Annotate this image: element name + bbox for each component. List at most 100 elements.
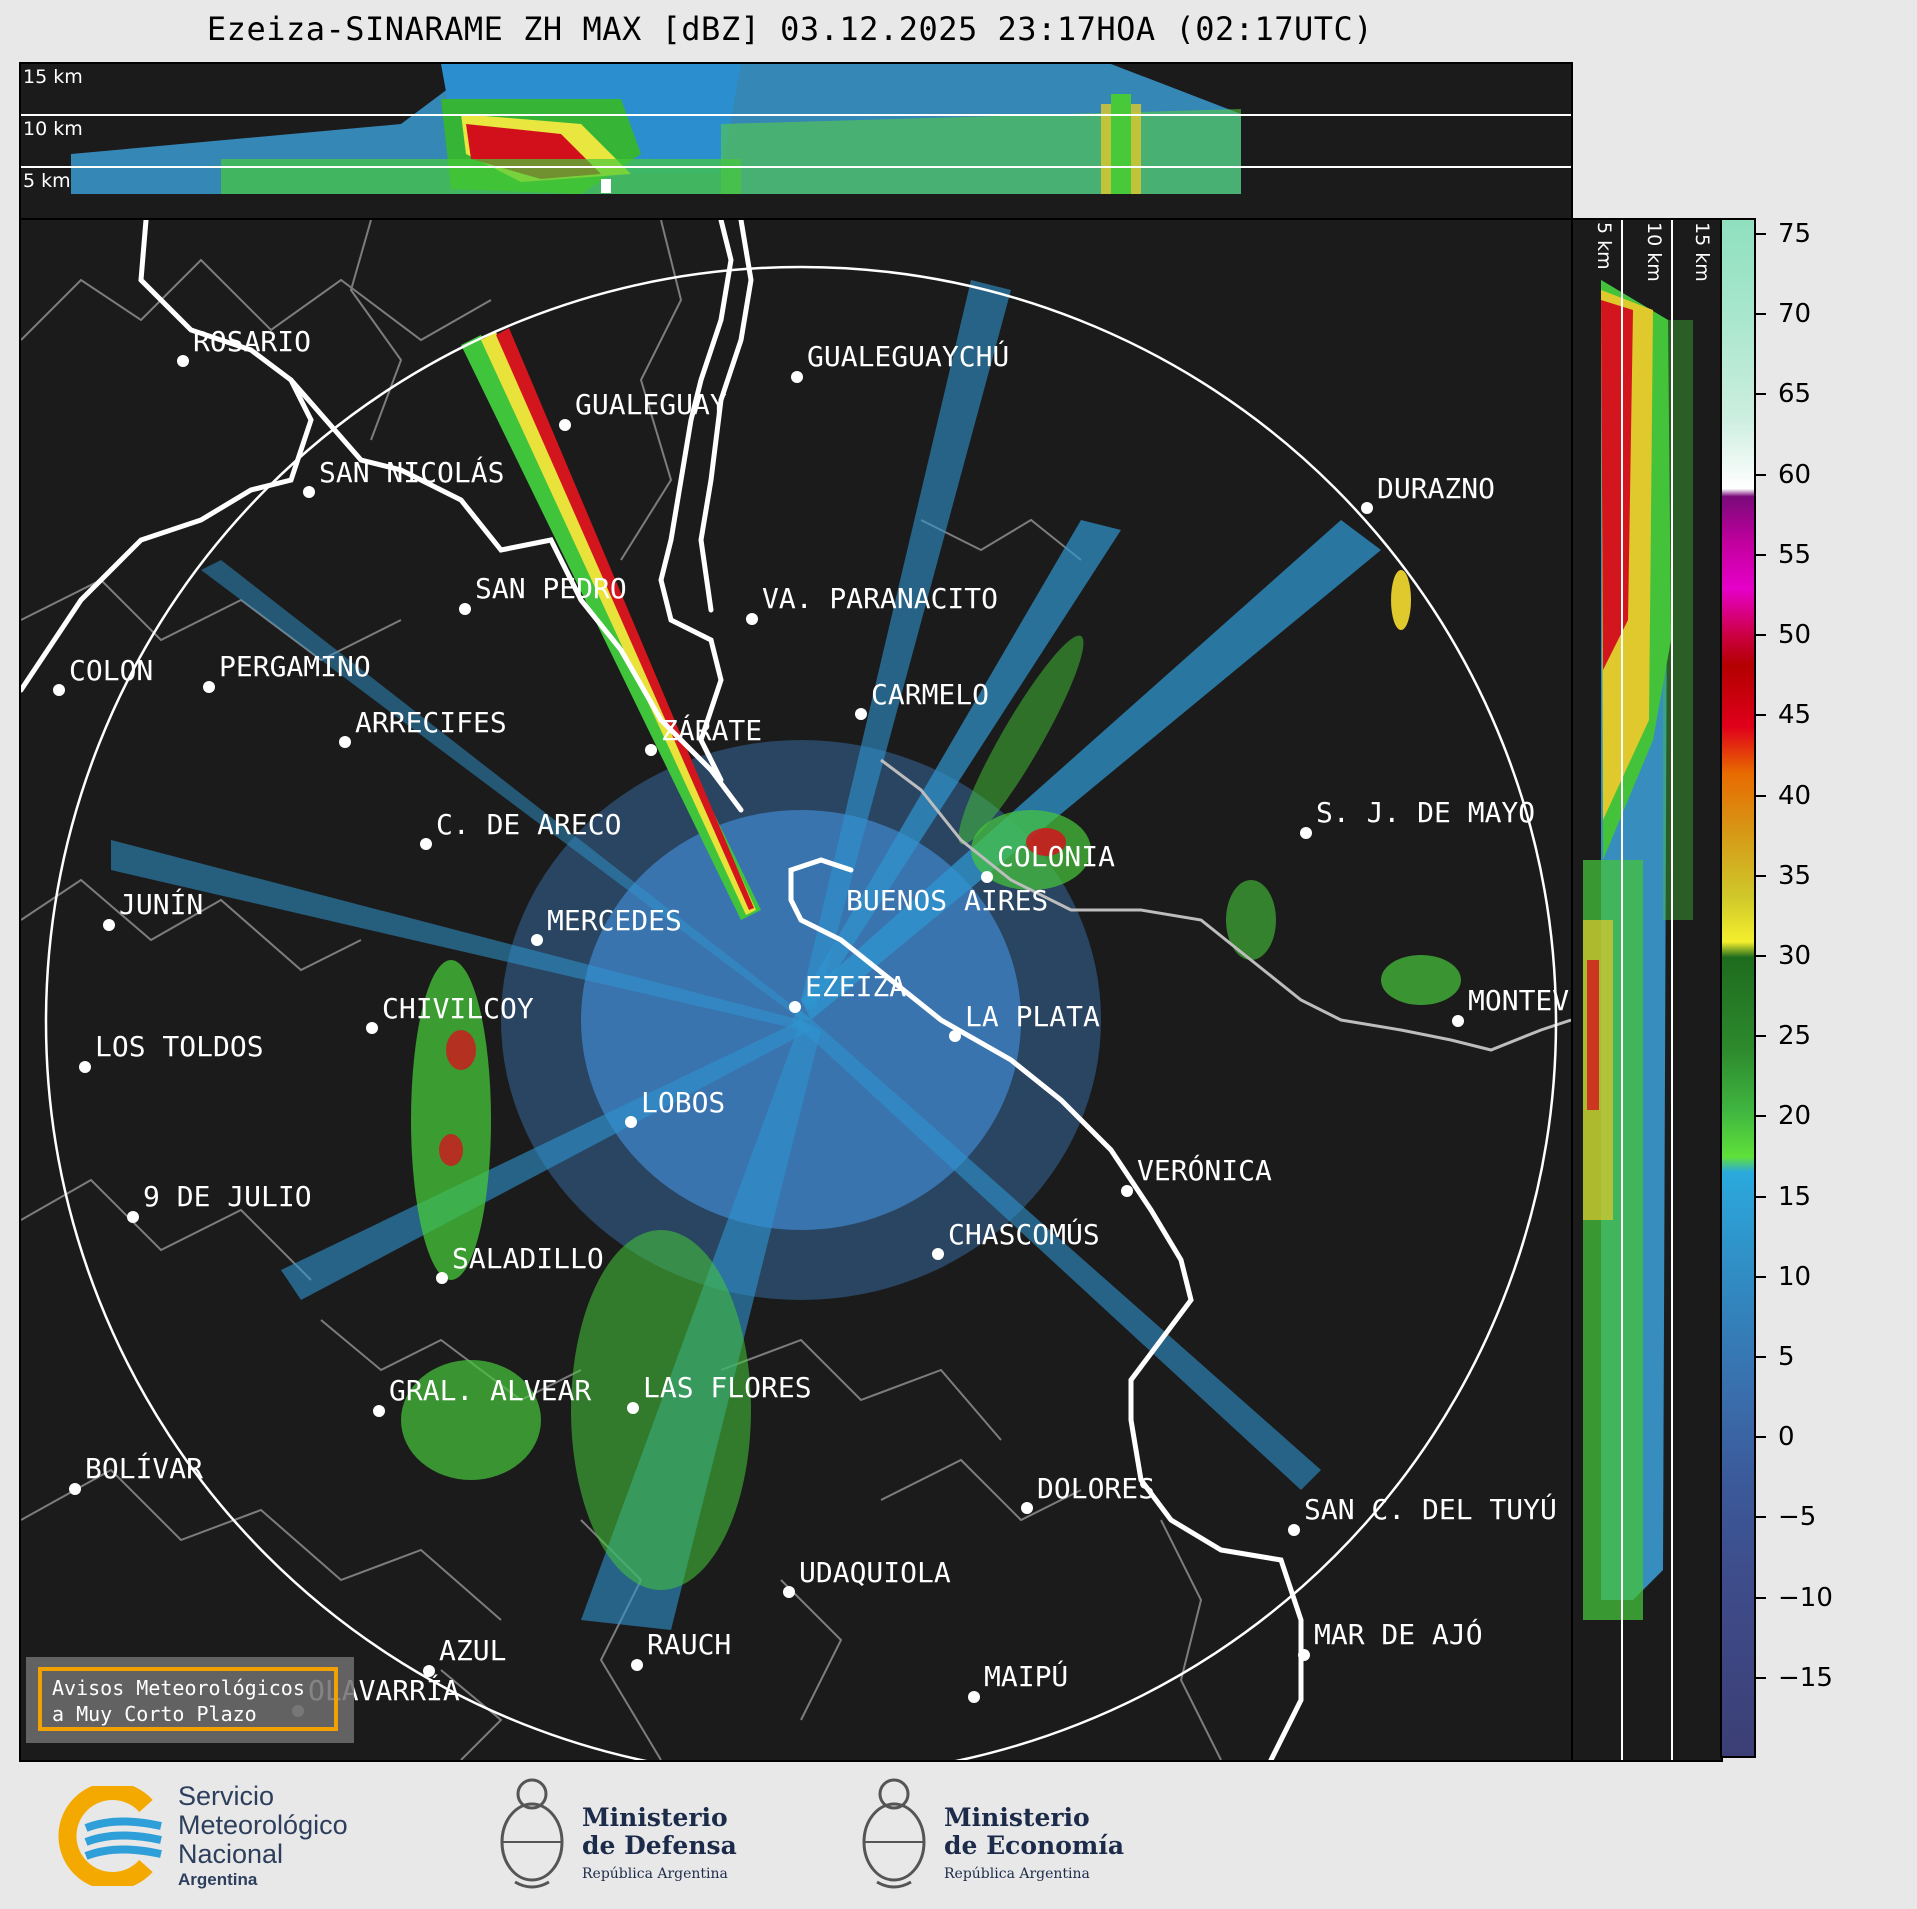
city-sj-de-mayo: S. J. DE MAYO	[1300, 796, 1535, 839]
city-azul: AZUL	[423, 1634, 506, 1677]
colorbar-tick-label: −15	[1778, 1662, 1833, 1693]
city-c-de-areco: C. DE ARECO	[420, 808, 621, 850]
colorbar-tick	[1756, 1516, 1766, 1519]
city-label: GRAL. ALVEAR	[389, 1374, 591, 1407]
height-label-5km: 5 km	[23, 170, 71, 192]
radar-map[interactable]: ROSARIO GUALEGUAYCHÚ GUALEGUAY SAN NICOL…	[19, 218, 1573, 1762]
city-durazno: DURAZNO	[1361, 472, 1495, 514]
city-colonia: COLONIA	[981, 840, 1115, 883]
city-label: AZUL	[439, 1634, 506, 1667]
colorbar-tick-label: 35	[1778, 860, 1812, 891]
height-label-15km: 15 km	[1691, 222, 1713, 282]
colorbar-tick	[1756, 874, 1766, 877]
colorbar-tick	[1756, 954, 1766, 957]
city-veronica: VERÓNICA	[1121, 1153, 1272, 1197]
city-san-pedro: SAN PEDRO	[459, 572, 627, 615]
city-label: 9 DE JULIO	[143, 1180, 312, 1213]
colorbar-tick	[1756, 1195, 1766, 1198]
colorbar-tick	[1756, 1676, 1766, 1679]
city-label: BUENOS AIRES	[846, 884, 1048, 917]
city-label: ARRECIFES	[355, 706, 507, 739]
colorbar-tick-label: 60	[1778, 459, 1812, 490]
city-label: JUNÍN	[119, 887, 203, 921]
city-junin: JUNÍN	[103, 887, 203, 931]
height-label-15km: 15 km	[23, 66, 83, 88]
colorbar-tick-label: −10	[1778, 1582, 1833, 1613]
city-label: CARMELO	[871, 678, 989, 711]
city-9-de-julio: 9 DE JULIO	[127, 1180, 312, 1223]
city-label: SAN NICOLÁS	[319, 455, 504, 489]
smn-logo-icon	[58, 1786, 162, 1886]
warning-box-inner[interactable]: Avisos Meteorológicos a Muy Corto Plazo	[38, 1667, 338, 1731]
colorbar-tick-label: 15	[1778, 1181, 1812, 1212]
city-label: LA PLATA	[965, 1000, 1100, 1033]
height-label-10km: 10 km	[1643, 222, 1665, 282]
city-bolivar: BOLÍVAR	[69, 1451, 203, 1495]
city-label: VERÓNICA	[1137, 1153, 1272, 1187]
colorbar-tick	[1756, 1035, 1766, 1038]
city-maipu: MAIPÚ	[968, 1659, 1068, 1703]
argentina-coat-of-arms-icon	[862, 1778, 926, 1889]
colorbar-tick	[1756, 634, 1766, 637]
city-dolores: DOLORES	[1021, 1472, 1155, 1514]
defensa-line-3: República Argentina	[582, 1866, 728, 1882]
city-gualeguaychu: GUALEGUAYCHÚ	[791, 339, 1009, 383]
ministerio-economia-text: Ministerio de Economía República Argenti…	[944, 1804, 1124, 1888]
city-montevideo: MONTEV	[1452, 984, 1569, 1027]
city-label: MONTEV	[1468, 984, 1569, 1017]
city-lobos: LOBOS	[625, 1086, 725, 1128]
city-label: VA. PARANACITO	[762, 582, 998, 615]
colorbar-tick-label: 0	[1778, 1422, 1795, 1453]
colorbar-tick-label: 70	[1778, 299, 1812, 330]
colorbar-tick-label: 5	[1778, 1341, 1795, 1372]
city-colon: COLON	[53, 654, 153, 696]
city-rosario: ROSARIO	[177, 325, 311, 367]
city-label: COLON	[69, 654, 153, 687]
height-label-10km: 10 km	[23, 118, 83, 140]
city-label: EZEIZA	[805, 970, 906, 1003]
city-label: LOBOS	[641, 1086, 725, 1119]
city-los-toldos: LOS TOLDOS	[79, 1030, 264, 1073]
colorbar-tick	[1756, 714, 1766, 717]
colorbar-tick-label: 20	[1778, 1101, 1812, 1132]
city-label: COLONIA	[997, 840, 1115, 873]
city-va-paranacito: VA. PARANACITO	[746, 582, 998, 625]
colorbar-tick	[1756, 473, 1766, 476]
radar-map-graphic: ROSARIO GUALEGUAYCHÚ GUALEGUAY SAN NICOL…	[21, 220, 1571, 1760]
colorbar-tick-label: 45	[1778, 700, 1812, 731]
colorbar-tick	[1756, 393, 1766, 396]
economia-line-1: Ministerio	[944, 1803, 1090, 1832]
colorbar-tick	[1756, 233, 1766, 236]
city-san-nicolas: SAN NICOLÁS	[303, 455, 504, 498]
city-label: MAR DE AJÓ	[1314, 1617, 1483, 1651]
smn-line-1: Servicio	[178, 1781, 275, 1811]
colorbar-tick-label: 25	[1778, 1021, 1812, 1052]
city-label: ROSARIO	[193, 325, 311, 358]
city-label: LAS FLORES	[643, 1371, 812, 1404]
warning-line-1: Avisos Meteorológicos	[52, 1676, 305, 1700]
colorbar-tick-label: 65	[1778, 379, 1812, 410]
warning-box[interactable]: Avisos Meteorológicos a Muy Corto Plazo	[26, 1657, 354, 1743]
city-label: GUALEGUAY	[575, 388, 727, 421]
city-gualeguay: GUALEGUAY	[559, 388, 727, 431]
city-san-c-del-tuyu: SAN C. DEL TUYÚ	[1288, 1492, 1557, 1536]
smn-logo-text: Servicio Meteorológico Nacional Argentin…	[178, 1782, 348, 1891]
city-label: C. DE ARECO	[436, 808, 621, 841]
top-height-profile: 15 km 10 km 5 km	[19, 62, 1573, 220]
colorbar-tick	[1756, 1596, 1766, 1599]
defensa-line-2: de Defensa	[582, 1831, 737, 1860]
city-label: SAN C. DEL TUYÚ	[1304, 1492, 1557, 1526]
smn-line-4: Argentina	[178, 1870, 258, 1889]
city-label: BOLÍVAR	[85, 1451, 203, 1485]
city-label: SAN PEDRO	[475, 572, 627, 605]
colorbar-tick-label: 40	[1778, 780, 1812, 811]
city-label: DURAZNO	[1377, 472, 1495, 505]
colorbar-tick	[1756, 794, 1766, 797]
city-gral-alvear: GRAL. ALVEAR	[373, 1374, 591, 1417]
page-title: Ezeiza-SINARAME ZH MAX [dBZ] 03.12.2025 …	[206, 10, 1374, 48]
economia-line-3: República Argentina	[944, 1866, 1090, 1882]
city-buenos-aires: BUENOS AIRES	[846, 884, 1048, 917]
city-label: RAUCH	[647, 1628, 731, 1661]
city-las-flores: LAS FLORES	[627, 1371, 812, 1414]
economia-line-2: de Economía	[944, 1831, 1125, 1860]
